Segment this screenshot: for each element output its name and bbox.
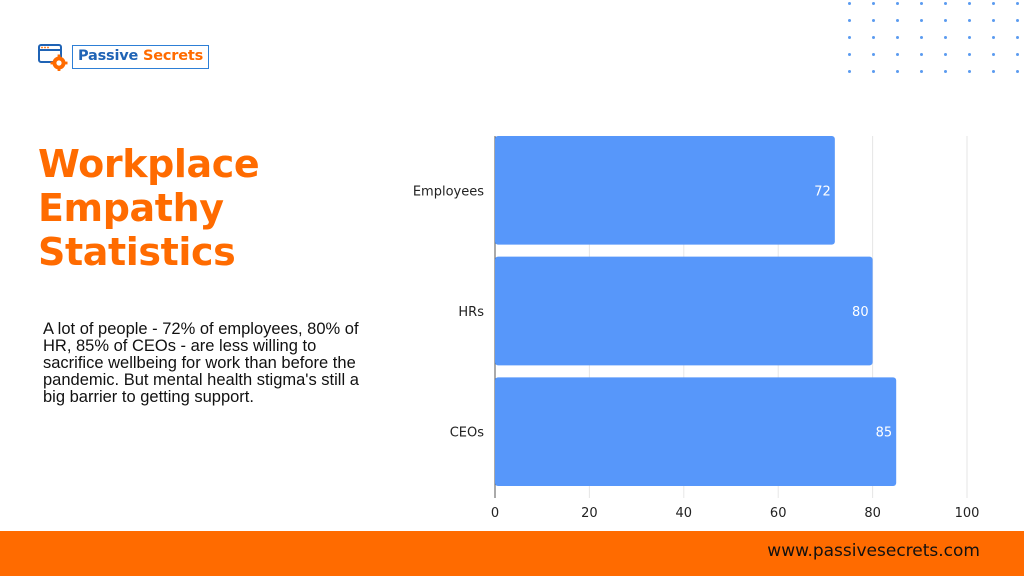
decorative-dot — [872, 2, 875, 5]
decorative-dot — [968, 53, 971, 56]
decorative-dot — [968, 19, 971, 22]
decorative-dot — [896, 70, 899, 73]
decorative-dot — [896, 2, 899, 5]
bar-employees — [495, 136, 835, 245]
x-tick-label: 80 — [864, 506, 881, 521]
decorative-dot-grid — [848, 2, 1024, 87]
bar-hrs — [495, 256, 873, 366]
decorative-dot — [1016, 19, 1019, 22]
bar-chart: 0 20 40 60 80 100 Employees 72 HRs 80 CEOs 85 — [413, 136, 980, 521]
decorative-dot — [968, 2, 971, 5]
footer-bar: www.passivesecrets.com — [0, 531, 1024, 576]
decorative-dot — [872, 53, 875, 56]
decorative-dot — [1016, 36, 1019, 39]
footer-website-link[interactable]: www.passivesecrets.com — [767, 541, 980, 561]
brand-logo[interactable]: Passive Secrets — [38, 43, 210, 71]
decorative-dot — [944, 19, 947, 22]
x-tick-label: 60 — [770, 506, 787, 521]
decorative-dot — [920, 70, 923, 73]
decorative-dot — [848, 53, 851, 56]
data-label: 72 — [814, 184, 831, 199]
decorative-dot — [848, 19, 851, 22]
logo-browser-gear-icon — [38, 44, 68, 71]
data-label: 80 — [852, 305, 869, 320]
decorative-dot — [848, 36, 851, 39]
decorative-dot — [992, 36, 995, 39]
data-label: 85 — [876, 426, 893, 441]
category-label: HRs — [458, 305, 484, 320]
x-tick-label: 100 — [955, 506, 980, 521]
decorative-dot — [992, 70, 995, 73]
decorative-dot — [1016, 70, 1019, 73]
decorative-dot — [920, 36, 923, 39]
decorative-dot — [920, 19, 923, 22]
decorative-dot — [896, 36, 899, 39]
decorative-dot — [992, 19, 995, 22]
decorative-dot — [944, 2, 947, 5]
decorative-dot — [872, 70, 875, 73]
decorative-dot — [848, 2, 851, 5]
decorative-dot — [992, 2, 995, 5]
category-label: Employees — [413, 184, 484, 199]
decorative-dot — [872, 36, 875, 39]
decorative-dot — [1016, 53, 1019, 56]
logo-word-secrets: Secrets — [143, 48, 204, 64]
page-title: Workplace Empathy Statistics — [38, 142, 260, 274]
decorative-dot — [896, 53, 899, 56]
decorative-dot — [944, 53, 947, 56]
decorative-dot — [968, 70, 971, 73]
decorative-dot — [896, 19, 899, 22]
x-tick-label: 40 — [676, 506, 693, 521]
decorative-dot — [992, 53, 995, 56]
decorative-dot — [848, 70, 851, 73]
bar-ceos — [495, 377, 897, 486]
decorative-dot — [1016, 2, 1019, 5]
decorative-dot — [920, 53, 923, 56]
decorative-dot — [920, 2, 923, 5]
decorative-dot — [968, 36, 971, 39]
decorative-dot — [872, 19, 875, 22]
description-text: A lot of people - 72% of employees, 80% … — [43, 320, 359, 406]
x-tick-label: 0 — [491, 506, 499, 521]
category-label: CEOs — [450, 426, 485, 441]
logo-wordmark: Passive Secrets — [72, 45, 210, 69]
x-tick-label: 20 — [581, 506, 598, 521]
decorative-dot — [944, 36, 947, 39]
decorative-dot — [944, 70, 947, 73]
logo-word-passive: Passive — [78, 48, 139, 64]
